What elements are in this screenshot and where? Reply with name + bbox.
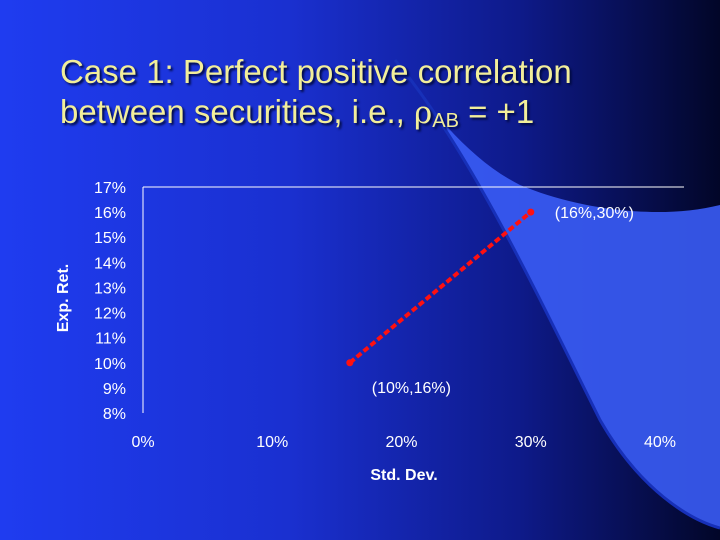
- slide-title: Case 1: Perfect positive correlation bet…: [60, 52, 700, 141]
- chart-axes: [142, 186, 684, 413]
- series-line: [348, 210, 533, 365]
- x-tick-label: 10%: [256, 434, 288, 451]
- y-tick-label: 14%: [94, 255, 126, 272]
- title-line-2: between securities, i.e., ρAB = +1: [60, 92, 700, 141]
- x-axis-label: Std. Dev.: [370, 467, 437, 484]
- chart-series: [346, 208, 535, 367]
- data-point: [346, 359, 354, 367]
- y-tick-label: 13%: [94, 280, 126, 297]
- x-tick-labels: 0% 10% 20% 30% 40%: [131, 434, 676, 451]
- point-annotation: (16%,30%): [555, 205, 634, 222]
- y-tick-label: 17%: [94, 180, 126, 197]
- rho-symbol: ρ: [414, 95, 433, 131]
- y-tick-labels: 17% 16% 15% 14% 13% 12% 11% 10% 9% 8%: [94, 180, 126, 423]
- x-tick-label: 0%: [131, 434, 154, 451]
- x-tick-label: 20%: [385, 434, 417, 451]
- x-tick-label: 40%: [644, 434, 676, 451]
- title-equals-value: = +1: [458, 93, 535, 130]
- y-tick-label: 10%: [94, 356, 126, 373]
- y-tick-label: 12%: [94, 306, 126, 323]
- title-line-2-text: between securities, i.e.,: [60, 93, 415, 130]
- y-tick-label: 9%: [103, 381, 126, 398]
- x-tick-label: 30%: [515, 434, 547, 451]
- y-tick-label: 8%: [103, 406, 126, 423]
- point-annotation: (10%,16%): [372, 380, 451, 397]
- chart-annotations: (10%,16%) (16%,30%): [372, 205, 634, 397]
- y-tick-label: 15%: [94, 230, 126, 247]
- y-tick-label: 11%: [95, 331, 126, 348]
- title-line-1: Case 1: Perfect positive correlation: [60, 53, 572, 90]
- data-point: [527, 208, 535, 216]
- rho-subscript: AB: [432, 110, 459, 132]
- y-axis-label: Exp. Ret.: [55, 264, 72, 332]
- y-tick-label: 16%: [94, 205, 126, 222]
